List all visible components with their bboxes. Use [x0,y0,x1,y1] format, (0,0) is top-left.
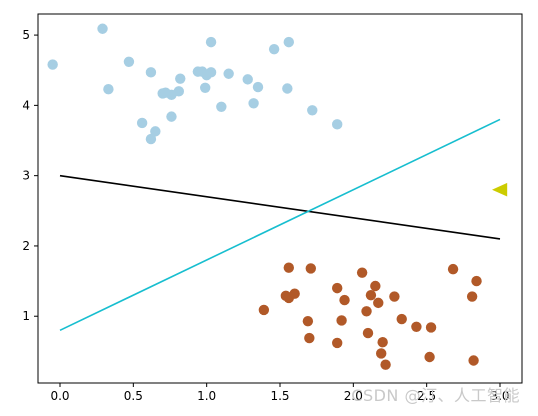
data-point-series1-9 [332,337,343,349]
y-tick-label-3: 4 [22,98,30,112]
data-point-series1-0 [258,304,270,316]
data-point-series1-12 [356,267,368,278]
data-point-series1-23 [411,321,422,332]
data-point-series0-7 [150,126,161,137]
y-tick-label-4: 5 [22,28,30,42]
data-point-series0-1 [97,23,108,34]
data-point-series1-11 [339,294,350,306]
x-tick-label-2: 1.0 [197,389,216,403]
data-point-series0-22 [242,74,253,85]
data-point-series1-6 [304,332,315,344]
data-point-series1-8 [332,282,343,294]
data-point-series0-28 [307,105,318,116]
data-point-series1-28 [468,355,479,366]
data-point-series0-23 [248,98,259,109]
axes-frame [37,13,523,384]
data-point-series0-25 [268,43,280,55]
data-point-series0-2 [103,84,114,95]
plot-inner [47,23,501,370]
data-point-series1-15 [365,289,377,301]
x-tick-label-4: 2.0 [344,389,363,403]
data-point-series1-24 [424,351,435,363]
data-point-series1-21 [389,291,400,302]
data-point-series0-0 [47,59,58,70]
data-point-series1-13 [361,306,372,317]
data-point-series1-10 [336,315,347,326]
data-point-series0-24 [252,81,264,93]
data-point-series0-11 [166,111,177,122]
data-point-series1-14 [362,327,374,339]
data-point-series1-26 [447,263,459,275]
data-point-series0-6 [145,133,157,145]
data-point-series1-16 [370,280,381,292]
data-point-series1-17 [373,297,384,309]
line-series2 [59,174,501,240]
data-point-series0-21 [223,68,234,79]
data-point-series0-18 [205,67,217,78]
data-point-series1-27 [466,291,478,302]
data-point-series0-4 [136,117,148,129]
x-tick-label-3: 1.5 [270,389,289,403]
plot-area [47,23,508,370]
data-point-series0-12 [173,86,184,97]
data-point-series1-29 [471,275,482,287]
data-point-series1-22 [396,313,407,325]
data-point-series1-4 [289,288,300,299]
x-tick-label-0: 0.0 [50,389,69,403]
data-point-series1-2 [283,262,294,273]
data-point-series0-16 [200,82,211,94]
axes: 0.0 0.5 1.0 1.5 2.0 2.5 3.0 1 2 3 4 5 [22,13,523,403]
y-tick-label-0: 1 [22,309,30,323]
data-point-series0-26 [282,83,293,94]
data-point-series1-20 [380,359,391,370]
data-point-series1-19 [376,348,387,359]
data-point-series0-19 [205,36,217,48]
data-point-series1-7 [305,263,316,274]
watermark: CSDN @汀、人工智能 [351,386,520,405]
x-tick-label-6: 3.0 [490,389,509,403]
data-point-series0-27 [283,36,294,48]
data-point-series0-3 [123,56,135,67]
data-point-series1-18 [377,337,388,348]
data-point-series0-5 [145,67,157,78]
x-tick-label-1: 0.5 [124,389,143,403]
x-tick-label-5: 2.5 [417,389,436,403]
y-tick-label-1: 2 [22,239,30,253]
data-point-series0-29 [332,119,343,130]
line-series3 [59,118,501,332]
triangle-marker-0 [492,182,508,197]
data-point-series1-25 [425,322,437,333]
data-point-series1-5 [302,315,314,327]
data-point-series0-20 [216,101,227,112]
y-tick-label-2: 3 [22,169,30,183]
data-point-series0-13 [175,73,186,84]
